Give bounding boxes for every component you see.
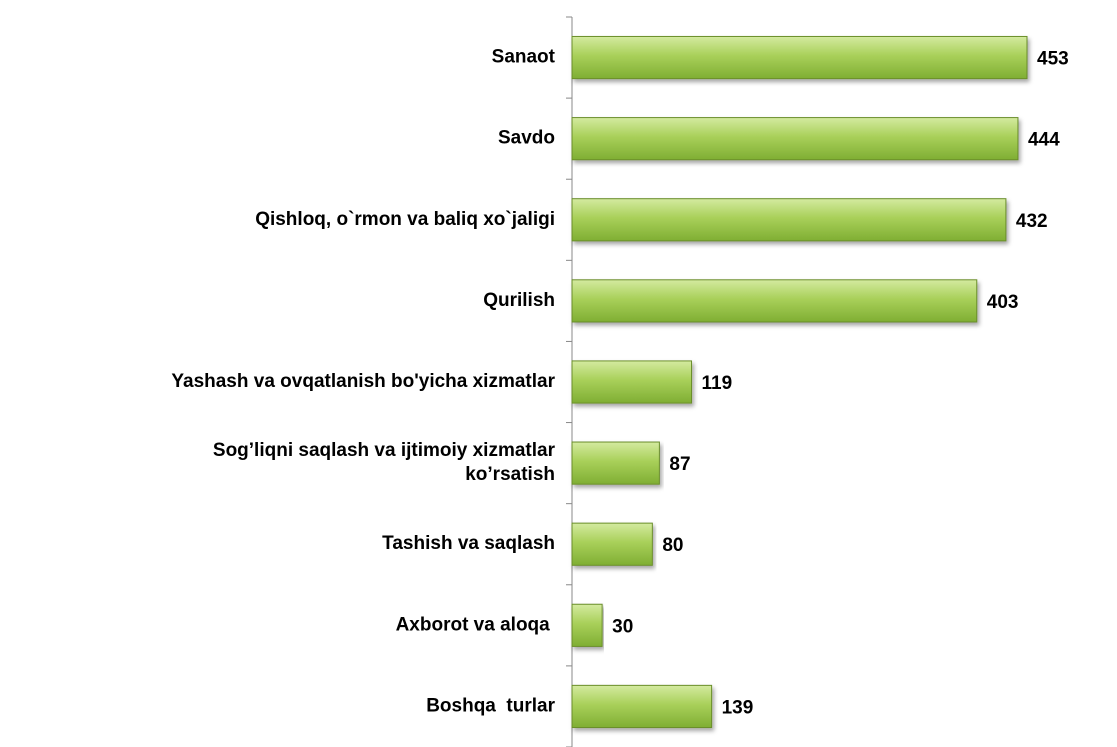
bar <box>571 117 1019 161</box>
category-label: Yashash va ovqatlanish bo'yicha xizmatla… <box>171 371 555 392</box>
category-label: Boshqa turlar <box>426 695 555 716</box>
value-label: 119 <box>702 373 733 394</box>
category-label: Qurilish <box>483 290 555 311</box>
bar <box>571 198 1007 242</box>
bar <box>571 279 978 323</box>
bar <box>571 441 660 485</box>
category-label: Axborot va aloqa <box>396 614 555 635</box>
value-label: 87 <box>669 454 690 475</box>
value-label: 444 <box>1028 130 1060 151</box>
value-label: 80 <box>662 535 683 556</box>
value-label: 432 <box>1016 211 1048 232</box>
bar <box>571 684 713 729</box>
value-label: 30 <box>612 616 633 637</box>
bar <box>571 360 693 404</box>
category-label: Sanaot <box>492 47 556 68</box>
value-label: 453 <box>1037 49 1069 70</box>
category-label: Sog’liqni saqlash va ijtimoiy xizmatlar k… <box>213 440 556 485</box>
value-label: 139 <box>722 697 754 718</box>
bar <box>571 522 653 566</box>
category-label: Qishloq, o`rmon va baliq xo`jaligi <box>255 209 555 230</box>
bar <box>571 603 603 647</box>
category-label: Tashish va saqlash <box>382 533 555 554</box>
value-label: 403 <box>987 292 1019 313</box>
bar <box>571 35 1028 80</box>
category-label: Savdo <box>498 128 555 149</box>
